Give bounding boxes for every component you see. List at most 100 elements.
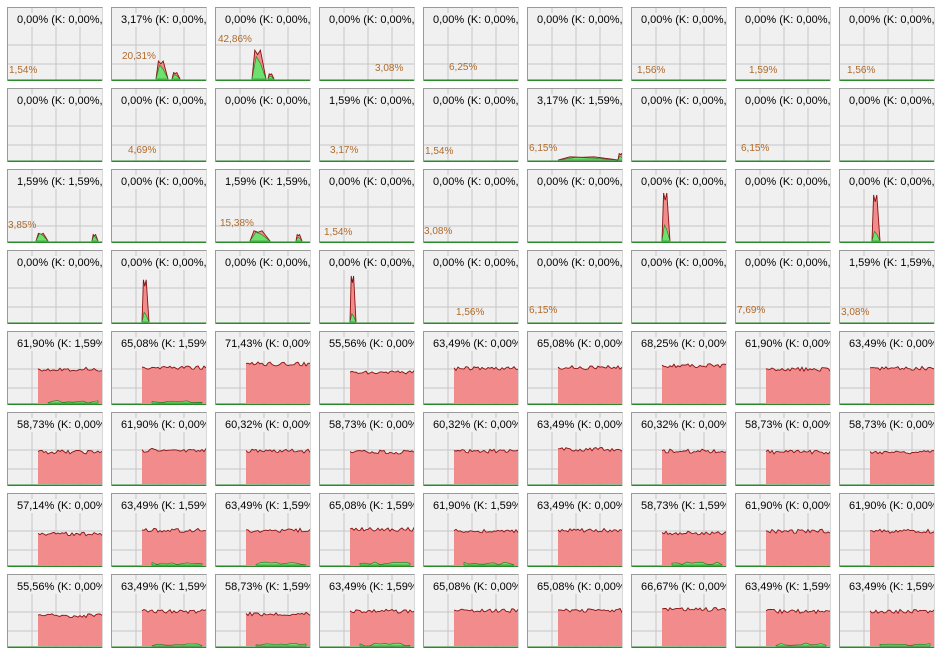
cpu-graph-cell[interactable]: 0,00% (K: 0,00%, U 6,15% bbox=[735, 88, 831, 162]
cpu-graph-cell[interactable]: 58,73% (K: 1,59%, bbox=[215, 574, 311, 648]
cpu-graph-cell[interactable]: 3,17% (K: 1,59%, U 6,15% bbox=[527, 88, 623, 162]
cpu-usage-chart bbox=[528, 413, 622, 486]
cpu-graph-cell[interactable]: 55,56% (K: 0,00%, bbox=[7, 574, 103, 648]
cpu-graph-cell[interactable]: 0,00% (K: 0,00%, U bbox=[839, 169, 935, 243]
cpu-usage-label: 3,17% (K: 0,00%, U bbox=[112, 13, 206, 27]
cpu-usage-label: 0,00% (K: 0,00%, U bbox=[320, 175, 414, 189]
cpu-graph-cell[interactable]: 0,00% (K: 0,00%, U bbox=[527, 169, 623, 243]
cpu-graph-cell[interactable]: 61,90% (K: 1,59%, bbox=[7, 331, 103, 405]
cpu-graph-cell[interactable]: 0,00% (K: 0,00%, U 1,56% bbox=[423, 250, 519, 324]
total-cpu-area bbox=[766, 609, 830, 646]
cpu-graph-cell[interactable]: 63,49% (K: 0,00%, bbox=[527, 493, 623, 567]
cpu-graph-cell[interactable]: 0,00% (K: 0,00%, U 6,25% bbox=[423, 7, 519, 81]
cpu-graph-cell[interactable]: 65,08% (K: 0,00%, bbox=[527, 331, 623, 405]
cpu-graph-cell[interactable]: 0,00% (K: 0,00%, U bbox=[215, 88, 311, 162]
cpu-graph-cell[interactable]: 63,49% (K: 0,00%, bbox=[839, 331, 935, 405]
total-cpu-line bbox=[558, 607, 622, 614]
cpu-usage-label: 58,73% (K: 1,59%, bbox=[216, 580, 310, 594]
cpu-graph-cell[interactable]: 0,00% (K: 0,00%, U bbox=[631, 169, 727, 243]
cpu-graph-cell[interactable]: 0,00% (K: 0,00%, U 1,54% bbox=[319, 169, 415, 243]
cpu-graph-cell[interactable]: 65,08% (K: 1,59%, bbox=[111, 331, 207, 405]
cpu-graph-cell[interactable]: 58,73% (K: 1,59%, bbox=[631, 493, 727, 567]
cpu-graph-cell[interactable]: 66,67% (K: 0,00%, bbox=[631, 574, 727, 648]
cpu-graph-cell[interactable]: 0,00% (K: 0,00%, U 6,15% bbox=[527, 250, 623, 324]
cpu-graph-cell[interactable]: 0,00% (K: 0,00%, U 3,08% bbox=[423, 169, 519, 243]
cpu-graph-cell[interactable]: 0,00% (K: 0,00%, U bbox=[839, 88, 935, 162]
cpu-usage-label: 0,00% (K: 0,00%, U bbox=[8, 256, 102, 270]
cpu-graph-cell[interactable]: 0,00% (K: 0,00%, U 7,69% bbox=[735, 250, 831, 324]
cpu-graph-cell[interactable]: 68,25% (K: 0,00%, bbox=[631, 331, 727, 405]
kernel-cpu-spike bbox=[251, 55, 267, 80]
cpu-graph-cell[interactable]: 0,00% (K: 0,00%, U 4,69% bbox=[111, 88, 207, 162]
cpu-usage-chart bbox=[528, 89, 622, 162]
cpu-graph-cell[interactable]: 58,73% (K: 0,00%, bbox=[735, 412, 831, 486]
cpu-graph-cell[interactable]: 0,00% (K: 0,00%, U bbox=[111, 250, 207, 324]
cpu-usage-label: 65,08% (K: 1,59%, bbox=[320, 499, 414, 513]
cpu-graph-cell[interactable]: 61,90% (K: 0,00%, bbox=[839, 493, 935, 567]
cpu-graph-cell[interactable]: 61,90% (K: 0,00%, bbox=[111, 412, 207, 486]
cpu-graph-cell[interactable]: 3,17% (K: 0,00%, U 20,31% bbox=[111, 7, 207, 81]
kernel-cpu-spike bbox=[295, 236, 303, 242]
cpu-graph-cell[interactable]: 0,00% (K: 0,00%, U 1,59% bbox=[735, 7, 831, 81]
cpu-graph-cell[interactable]: 58,73% (K: 0,00%, bbox=[839, 412, 935, 486]
cpu-graph-cell[interactable]: 1,59% (K: 1,59%, U 3,08% bbox=[839, 250, 935, 324]
cpu-usage-label: 0,00% (K: 0,00%, U bbox=[424, 13, 518, 27]
cpu-graph-cell[interactable]: 0,00% (K: 0,00%, U bbox=[631, 88, 727, 162]
cpu-graph-cell[interactable]: 58,73% (K: 0,00%, bbox=[7, 412, 103, 486]
cpu-graph-cell[interactable]: 63,49% (K: 1,59%, bbox=[111, 493, 207, 567]
cpu-graph-cell[interactable]: 63,49% (K: 0,00%, bbox=[527, 412, 623, 486]
cpu-graph-cell[interactable]: 0,00% (K: 0,00%, U 1,54% bbox=[423, 88, 519, 162]
cpu-graph-cell[interactable]: 61,90% (K: 0,00%, bbox=[735, 493, 831, 567]
cpu-graph-cell[interactable]: 0,00% (K: 0,00%, U bbox=[215, 250, 311, 324]
kernel-cpu-area bbox=[879, 643, 931, 647]
cpu-graph-cell[interactable]: 0,00% (K: 0,00%, U 1,56% bbox=[839, 7, 935, 81]
cpu-graph-cell[interactable]: 63,49% (K: 1,59%, bbox=[215, 493, 311, 567]
kernel-cpu-spike bbox=[267, 75, 275, 80]
cpu-graph-cell[interactable]: 63,49% (K: 0,00%, bbox=[423, 331, 519, 405]
total-cpu-area bbox=[350, 370, 414, 403]
cpu-graph-cell[interactable]: 60,32% (K: 0,00%, bbox=[215, 412, 311, 486]
cpu-graph-cell[interactable]: 58,73% (K: 0,00%, bbox=[319, 412, 415, 486]
cpu-usage-label: 0,00% (K: 0,00%, U bbox=[424, 175, 518, 189]
peak-value-label: 1,54% bbox=[324, 227, 353, 238]
cpu-graph-cell[interactable]: 1,59% (K: 1,59%, U 3,85% bbox=[7, 169, 103, 243]
cpu-graph-cell[interactable]: 61,90% (K: 0,00%, bbox=[735, 331, 831, 405]
cpu-usage-label: 0,00% (K: 0,00%, U bbox=[632, 94, 726, 108]
cpu-graph-cell[interactable]: 65,08% (K: 0,00%, bbox=[527, 574, 623, 648]
cpu-graph-cell[interactable]: 0,00% (K: 0,00%, U bbox=[527, 7, 623, 81]
cpu-graph-cell[interactable]: 71,43% (K: 0,00%, bbox=[215, 331, 311, 405]
cpu-graph-cell[interactable]: 55,56% (K: 0,00%, bbox=[319, 331, 415, 405]
cpu-graph-cell[interactable]: 63,49% (K: 1,59%, bbox=[735, 574, 831, 648]
cpu-usage-label: 0,00% (K: 0,00%, U bbox=[736, 256, 830, 270]
cpu-graph-cell[interactable]: 0,00% (K: 0,00%, U bbox=[7, 250, 103, 324]
cpu-usage-chart bbox=[736, 332, 830, 405]
cpu-graph-cell[interactable]: 63,49% (K: 1,59%, bbox=[839, 574, 935, 648]
cpu-usage-label: 0,00% (K: 0,00%, U bbox=[736, 175, 830, 189]
cpu-graph-cell[interactable]: 65,08% (K: 0,00%, bbox=[423, 574, 519, 648]
peak-value-label: 7,69% bbox=[737, 305, 766, 316]
cpu-graph-cell[interactable]: 63,49% (K: 1,59%, bbox=[111, 574, 207, 648]
cpu-graph-cell[interactable]: 60,32% (K: 0,00%, bbox=[631, 412, 727, 486]
peak-value-label: 6,15% bbox=[529, 305, 558, 316]
cpu-graph-cell[interactable]: 0,00% (K: 0,00%, U bbox=[735, 169, 831, 243]
cpu-graph-cell[interactable]: 1,59% (K: 1,59%, U 15,38% bbox=[215, 169, 311, 243]
cpu-graph-cell[interactable]: 0,00% (K: 0,00%, U 42,86% bbox=[215, 7, 311, 81]
kernel-cpu-area bbox=[47, 400, 99, 404]
cpu-graph-cell[interactable]: 65,08% (K: 1,59%, bbox=[319, 493, 415, 567]
cpu-usage-chart bbox=[528, 332, 622, 405]
cpu-graph-cell[interactable]: 57,14% (K: 0,00%, bbox=[7, 493, 103, 567]
kernel-cpu-area bbox=[671, 561, 723, 566]
cpu-graph-cell[interactable]: 61,90% (K: 1,59%, bbox=[423, 493, 519, 567]
cpu-graph-cell[interactable]: 0,00% (K: 0,00%, U bbox=[631, 250, 727, 324]
kernel-cpu-area bbox=[151, 643, 203, 647]
cpu-graph-cell[interactable]: 1,59% (K: 0,00%, U 3,17% bbox=[319, 88, 415, 162]
cpu-graph-cell[interactable]: 60,32% (K: 0,00%, bbox=[423, 412, 519, 486]
cpu-graph-cell[interactable]: 0,00% (K: 0,00%, U bbox=[111, 169, 207, 243]
cpu-graph-cell[interactable]: 63,49% (K: 1,59%, bbox=[319, 574, 415, 648]
cpu-graph-cell[interactable]: 0,00% (K: 0,00%, U 3,08% bbox=[319, 7, 415, 81]
cpu-graph-cell[interactable]: 0,00% (K: 0,00%, U 1,56% bbox=[631, 7, 727, 81]
cpu-graph-cell[interactable]: 0,00% (K: 0,00%, U bbox=[7, 88, 103, 162]
cpu-graph-cell[interactable]: 0,00% (K: 0,00%, U bbox=[319, 250, 415, 324]
total-cpu-line bbox=[557, 527, 622, 533]
cpu-graph-cell[interactable]: 0,00% (K: 0,00%, U 1,54% bbox=[7, 7, 103, 81]
